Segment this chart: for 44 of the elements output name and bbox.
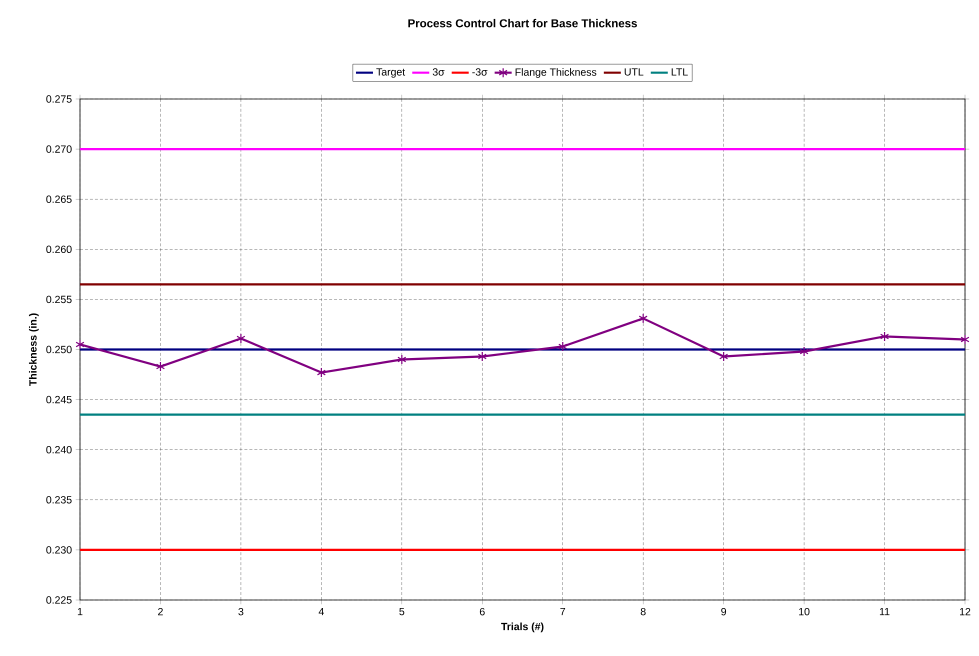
point [800,346,809,357]
x-tick-label: 10 [799,608,810,616]
y-tick-label: 0.250 [46,346,72,354]
x-tick-label: 7 [560,608,566,616]
x-tick-label: 9 [721,608,726,616]
point [236,333,246,344]
point [156,361,165,372]
x-tick-label: 3 [238,608,244,616]
point [638,313,648,324]
legend-label: Flange Thickness [516,68,596,78]
y-tick-label: 0.240 [46,446,72,454]
legend-label: -3σ [472,68,488,76]
legend-label: 3σ [432,68,444,76]
point [880,331,890,342]
x-tick-label: 2 [158,608,163,616]
y-tick-label: 0.255 [46,296,72,304]
x-tick-label: 8 [640,608,646,616]
y-tick-label: 0.265 [46,196,72,203]
point [316,367,326,378]
chart-title: Process Control Chart for Base Thickness [408,18,637,28]
point [719,351,728,362]
point [397,354,406,365]
y-tick-label: 0.235 [46,496,72,504]
y-tick-label: 0.275 [46,95,72,103]
x-tick-label: 5 [399,608,404,616]
x-axis-title: Trials (#) [501,622,544,632]
x-tick-label: 4 [318,608,324,616]
point [960,334,970,345]
point [76,339,84,350]
y-tick-label: 0.260 [46,246,72,254]
legend-label: UTL [624,68,644,76]
y-tick-label: 0.225 [46,596,72,604]
point [558,341,568,352]
x-tick-label: 12 [960,608,970,616]
x-tick-label: 6 [480,608,485,616]
x-tick-label: 11 [880,608,890,616]
x-tick-label: 1 [78,608,82,616]
legend-label: LTL [672,68,688,76]
point [478,351,487,362]
y-tick-label: 0.230 [46,546,72,554]
y-tick-label: 0.270 [46,145,72,153]
y-axis-title: Thickness (in.) [28,313,39,386]
y-tick-label: 0.245 [46,396,72,404]
legend-label: Target [376,68,406,78]
